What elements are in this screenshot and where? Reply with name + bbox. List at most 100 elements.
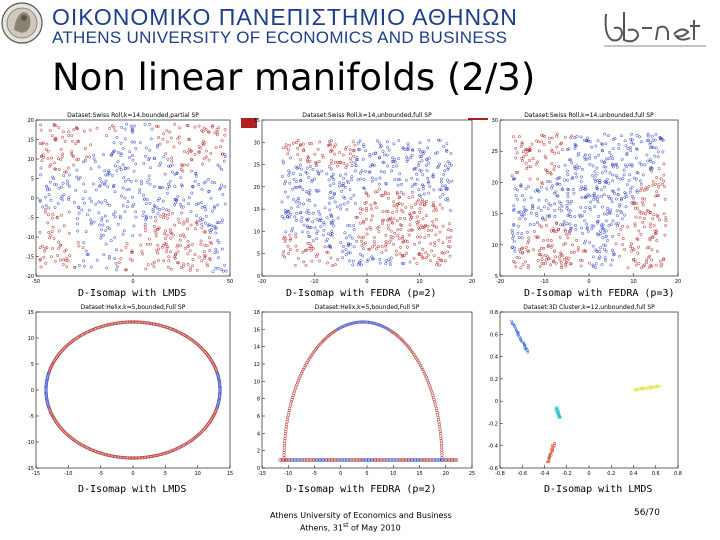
data-point <box>381 150 385 154</box>
data-point <box>602 165 606 169</box>
data-point <box>61 152 65 156</box>
data-point <box>223 202 227 206</box>
data-point <box>434 233 438 237</box>
data-point <box>289 212 293 216</box>
data-point <box>300 167 303 171</box>
data-point <box>162 216 166 220</box>
data-point <box>418 154 422 158</box>
data-point <box>44 383 48 387</box>
data-point <box>364 217 368 221</box>
data-point <box>200 226 204 230</box>
data-point <box>600 263 604 267</box>
data-point <box>583 249 587 252</box>
data-point <box>83 201 86 205</box>
data-point <box>214 266 217 270</box>
legend-marker-line <box>468 118 488 120</box>
data-point <box>223 185 227 188</box>
data-point <box>438 263 442 267</box>
data-point <box>124 268 127 272</box>
data-point <box>123 196 127 200</box>
data-point <box>283 182 286 186</box>
y-tick-label: -0.4 <box>488 444 498 450</box>
data-point <box>398 178 402 182</box>
data-point <box>73 200 76 204</box>
y-tick-label: 14 <box>254 345 260 351</box>
data-point <box>193 341 198 345</box>
data-point <box>400 182 404 186</box>
data-point <box>336 164 339 168</box>
data-point <box>382 161 386 164</box>
data-point <box>58 425 62 429</box>
plot-title: Dataset:Swiss Roll,k=14,unbounded,full S… <box>524 112 654 119</box>
data-point <box>49 156 53 160</box>
data-point <box>540 225 544 229</box>
data-point <box>343 323 347 328</box>
data-point <box>601 223 605 227</box>
data-point <box>512 208 516 211</box>
data-point <box>422 150 426 154</box>
data-point <box>420 366 424 370</box>
data-point <box>121 147 125 151</box>
data-point <box>328 244 331 248</box>
data-point <box>94 202 98 206</box>
data-point <box>548 140 551 144</box>
data-point <box>561 223 565 227</box>
data-point <box>173 223 177 227</box>
data-point <box>144 229 147 233</box>
plot-title: Dataset:3D Cluster,k=12,unbounded,full S… <box>523 304 655 311</box>
data-point <box>514 329 518 333</box>
data-point <box>119 249 123 252</box>
data-point <box>165 191 169 195</box>
data-point <box>101 324 105 328</box>
data-point <box>658 136 662 140</box>
data-point <box>621 237 625 240</box>
data-point <box>129 179 133 183</box>
data-point <box>555 194 559 198</box>
data-point <box>211 270 215 274</box>
data-point <box>438 230 442 234</box>
data-point <box>179 234 182 238</box>
y-tick-label: 18 <box>254 310 260 316</box>
data-point <box>510 228 514 232</box>
data-point <box>207 177 211 181</box>
data-point <box>163 451 168 455</box>
data-point <box>545 214 549 218</box>
data-point <box>218 390 222 395</box>
data-point <box>189 210 193 214</box>
data-point <box>552 249 556 253</box>
data-point <box>598 178 602 182</box>
data-point <box>175 171 179 175</box>
data-point <box>430 249 434 253</box>
data-point <box>381 210 385 214</box>
footer-institution: Athens University of Economics and Busin… <box>270 511 452 520</box>
data-point <box>444 148 448 152</box>
data-point <box>287 408 291 413</box>
data-point <box>639 232 643 236</box>
data-point <box>130 249 134 253</box>
data-point <box>603 160 607 164</box>
data-point <box>647 138 651 142</box>
data-point <box>370 214 374 218</box>
data-point <box>557 200 561 204</box>
data-point <box>558 235 562 239</box>
data-point <box>51 247 55 250</box>
data-point <box>534 163 538 166</box>
data-point <box>571 243 574 247</box>
data-point <box>190 191 194 195</box>
data-point <box>307 191 311 195</box>
data-point <box>412 167 416 171</box>
x-tick-label: 10 <box>416 279 422 285</box>
data-point <box>138 233 142 237</box>
data-point <box>426 253 430 257</box>
data-point <box>537 198 541 202</box>
data-point <box>63 139 67 143</box>
data-point <box>148 182 152 186</box>
data-point <box>178 141 182 145</box>
data-point <box>294 218 298 222</box>
data-point <box>191 184 195 188</box>
data-point <box>359 177 363 181</box>
data-point <box>426 379 430 383</box>
data-point <box>633 206 637 210</box>
data-point <box>601 236 605 240</box>
data-point <box>98 223 102 227</box>
